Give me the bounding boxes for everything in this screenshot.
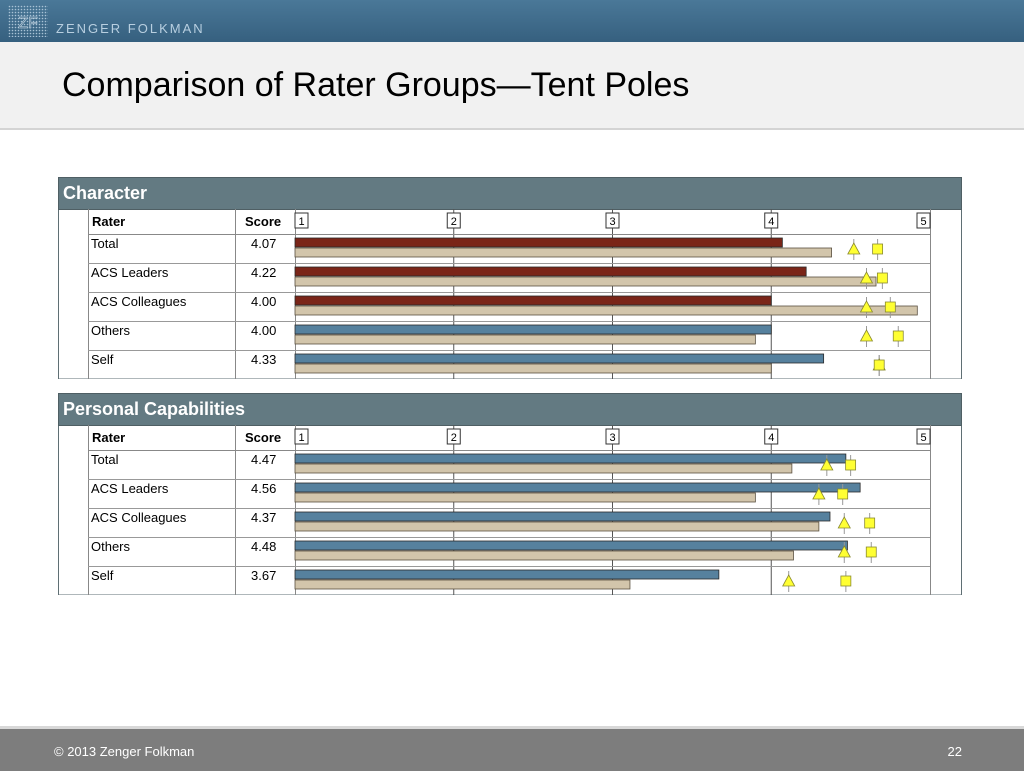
rater-name: Self [91, 568, 114, 583]
brand-name: ZENGER FOLKMAN [56, 21, 205, 36]
logo-text: ZF [18, 15, 38, 32]
score-column-header: Score [245, 214, 281, 229]
top-banner: ZF ZENGER FOLKMAN [0, 0, 1024, 42]
triangle-marker-icon [812, 487, 826, 500]
score-bar [294, 569, 720, 580]
rater-name: ACS Leaders [91, 481, 169, 496]
square-marker-icon [892, 330, 904, 342]
footer-bar: © 2013 Zenger Folkman 22 [0, 726, 1024, 771]
tick-box [605, 212, 620, 229]
square-marker-icon [884, 301, 896, 313]
rater-name: ACS Colleagues [91, 294, 187, 309]
title-band [0, 42, 1024, 130]
square-marker-icon [865, 546, 877, 558]
score-value: 4.00 [251, 294, 276, 309]
triangle-marker-icon [782, 574, 796, 587]
score-bar [294, 295, 772, 306]
score-bar [294, 353, 825, 364]
comparison-bar [294, 276, 877, 287]
score-bar [294, 482, 861, 493]
comparison-bar [294, 521, 820, 532]
triangle-marker-icon [847, 242, 861, 255]
comparison-bar [294, 579, 631, 590]
tick-box [446, 428, 461, 445]
square-marker-icon [876, 272, 888, 284]
tick-label: 3 [609, 216, 615, 228]
comparison-bar [294, 247, 832, 258]
triangle-marker-icon [859, 300, 874, 313]
tick-box [605, 428, 620, 445]
comparison-bar [294, 305, 918, 316]
triangle-marker-icon [820, 458, 834, 471]
comparison-bar [294, 463, 793, 474]
copyright-text: © 2013 Zenger Folkman [54, 744, 195, 759]
rater-name: ACS Colleagues [91, 510, 187, 525]
square-marker-icon [840, 575, 852, 587]
score-value: 4.00 [251, 323, 276, 338]
page-title: Comparison of Rater Groups—Tent Poles [62, 66, 690, 104]
panel-header [58, 393, 962, 426]
tick-label: 5 [920, 216, 926, 228]
panel-title: Personal Capabilities [63, 399, 245, 419]
score-value: 4.47 [251, 452, 276, 467]
score-value: 4.33 [251, 352, 276, 367]
tick-label: 4 [768, 432, 774, 444]
score-value: 4.37 [251, 510, 276, 525]
triangle-marker-icon [859, 271, 874, 284]
tick-box [916, 428, 931, 445]
triangle-marker-icon [837, 516, 851, 529]
rater-name: Total [91, 236, 119, 251]
tick-label: 3 [609, 432, 615, 444]
rater-name: Others [91, 539, 131, 554]
comparison-bar [294, 363, 772, 374]
triangle-marker-icon [837, 545, 851, 558]
comparison-bar [294, 492, 756, 503]
tick-box [294, 428, 309, 445]
score-bar [294, 540, 848, 551]
panel-title: Character [63, 183, 147, 203]
score-column-header: Score [245, 430, 281, 445]
score-bar [294, 453, 847, 464]
square-marker-icon [864, 517, 876, 529]
tick-box [916, 212, 931, 229]
rater-column-header: Rater [92, 430, 125, 445]
rater-name: Others [91, 323, 131, 338]
score-value: 4.48 [251, 539, 276, 554]
character-chart: Character 1 2 3 4 5 Rater Score Total 4.07 ACS Lea… [58, 177, 962, 379]
score-value: 4.07 [251, 236, 276, 251]
tick-label: 5 [920, 432, 926, 444]
square-marker-icon [873, 359, 885, 371]
score-bar [294, 266, 807, 277]
score-bar [294, 511, 831, 522]
rater-name: Self [91, 352, 114, 367]
tick-box [764, 212, 779, 229]
square-marker-icon [872, 243, 884, 255]
score-bar [294, 237, 783, 248]
tick-box [446, 212, 461, 229]
square-marker-icon [837, 488, 849, 500]
score-value: 3.67 [251, 568, 276, 583]
tick-label: 2 [451, 216, 457, 228]
score-value: 4.22 [251, 265, 276, 280]
tick-box [764, 428, 779, 445]
score-bar [294, 324, 772, 335]
score-value: 4.56 [251, 481, 276, 496]
zenger-folkman-logo-icon: ZF [8, 5, 48, 37]
tick-label: 1 [298, 216, 304, 228]
rater-column-header: Rater [92, 214, 125, 229]
comparison-bar [294, 550, 794, 561]
tick-box [294, 212, 309, 229]
comparison-bar [294, 334, 756, 345]
square-marker-icon [845, 459, 857, 471]
personal-capabilities-chart: Personal Capabilities 1 2 3 4 5 Rater Score Tota… [58, 393, 962, 595]
tick-label: 4 [768, 216, 774, 228]
rater-name: ACS Leaders [91, 265, 169, 280]
rater-name: Total [91, 452, 119, 467]
panel-header [58, 177, 962, 210]
tick-label: 1 [298, 432, 304, 444]
tick-label: 2 [451, 432, 457, 444]
triangle-marker-icon [859, 329, 874, 342]
page-number: 22 [947, 744, 962, 759]
